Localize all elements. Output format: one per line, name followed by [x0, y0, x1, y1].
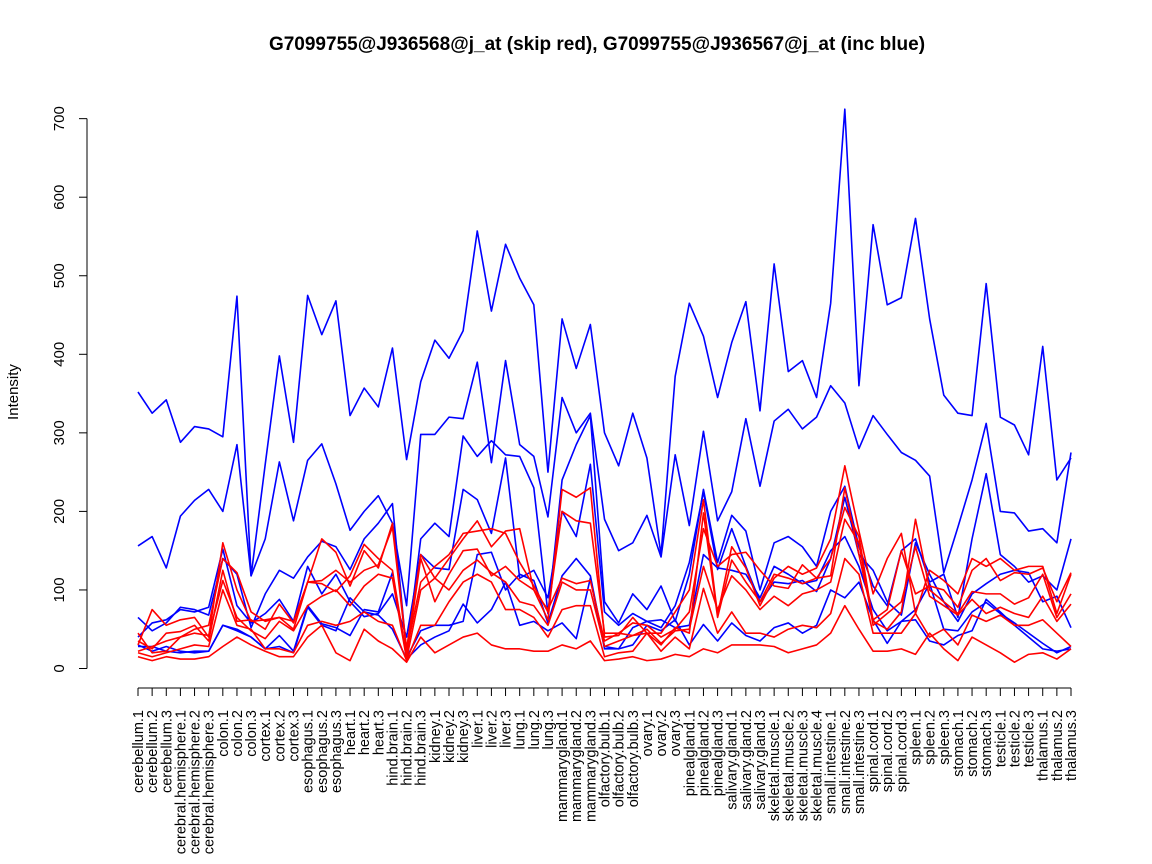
- x-tick-label: testicle.2: [1007, 710, 1023, 767]
- x-tick-label: colon.1: [216, 710, 232, 757]
- x-tick-label: esophagus.3: [329, 710, 345, 793]
- x-tick-label: liver.2: [484, 710, 500, 748]
- x-tick-label: stomach.3: [979, 710, 995, 777]
- x-tick-label: mammarygland.1: [555, 710, 571, 822]
- x-tick-label: hind.brain.2: [400, 710, 416, 786]
- x-tick-label: lung.3: [541, 710, 557, 750]
- x-tick-label: cortex.1: [258, 710, 274, 762]
- skip-series-line-9: [137, 518, 1072, 660]
- x-tick-label: esophagus.1: [301, 710, 317, 793]
- y-tick-label: 500: [51, 263, 68, 288]
- x-tick-label: salivary.gland.3: [753, 710, 769, 810]
- x-tick-label: hind.brain.1: [385, 710, 401, 786]
- x-tick-label: skeletal.muscle.4: [810, 710, 826, 821]
- x-tick-label: heart.1: [343, 710, 359, 755]
- y-tick-label: 0: [51, 664, 68, 672]
- x-tick-label: testicle.3: [1022, 710, 1038, 767]
- x-tick-label: hind.brain.3: [414, 710, 430, 786]
- x-tick-label: kidney.1: [428, 710, 444, 763]
- x-tick-label: heart.3: [371, 710, 387, 755]
- x-tick-label: spleen.3: [937, 710, 953, 765]
- inc-series-line-1: [137, 359, 1072, 607]
- x-tick-label: salivary.gland.1: [725, 710, 741, 810]
- x-tick-label: spleen.1: [909, 710, 925, 765]
- skip-series-line-7: [137, 487, 1072, 653]
- x-tick-label: small.intestine.1: [824, 710, 840, 814]
- x-tick-label: esophagus.2: [315, 710, 331, 793]
- skip-series-line-10: [137, 557, 1072, 662]
- x-tick-label: cerebellum.2: [145, 710, 161, 793]
- x-tick-label: pinealgland.2: [696, 710, 712, 796]
- x-tick-label: heart.2: [357, 710, 373, 755]
- x-tick-label: ovary.1: [640, 710, 656, 756]
- x-tick-label: skeletal.muscle.2: [781, 710, 797, 821]
- x-tick-label: cerebral.hemisphere.3: [202, 710, 218, 854]
- x-tick-label: mammarygland.3: [583, 710, 599, 822]
- x-tick-label: ovary.2: [654, 710, 670, 756]
- x-tick-label: lung.2: [527, 710, 543, 750]
- x-tick-label: small.intestine.3: [852, 710, 868, 814]
- x-tick-label: spinal.cord.3: [894, 710, 910, 792]
- x-tick-label: spleen.2: [923, 710, 939, 765]
- x-tick-label: cerebellum.1: [131, 710, 147, 793]
- x-tick-label: colon.2: [230, 710, 246, 757]
- skip-series-line-11: [137, 604, 1072, 664]
- x-tick-label: colon.3: [244, 710, 260, 757]
- x-tick-label: salivary.gland.2: [739, 710, 755, 810]
- x-tick-label: stomach.2: [965, 710, 981, 777]
- y-tick-label: 700: [51, 106, 68, 131]
- x-tick-label: spinal.cord.1: [866, 710, 882, 792]
- y-axis-title: Intensity: [5, 364, 22, 420]
- x-tick-label: olfactory.bulb.3: [626, 710, 642, 807]
- x-tick-label: stomach.1: [951, 710, 967, 777]
- x-tick-label: lung.1: [513, 710, 529, 750]
- x-tick-label: thalamus.3: [1064, 710, 1080, 781]
- x-tick-label: olfactory.bulb.2: [612, 710, 628, 807]
- x-tick-label: skeletal.muscle.3: [795, 710, 811, 821]
- y-axis: 0 100 200 300 400 500 600 700: [51, 106, 88, 673]
- x-tick-label: testicle.1: [993, 710, 1009, 767]
- inc-series-line-2: [137, 414, 1072, 654]
- x-tick-label: cerebellum.3: [159, 710, 175, 793]
- y-tick-label: 600: [51, 185, 68, 210]
- y-tick-label: 100: [51, 577, 68, 602]
- x-tick-label: pinealgland.1: [682, 710, 698, 796]
- x-tick-label: kidney.3: [456, 710, 472, 763]
- x-tick-label: olfactory.bulb.1: [598, 710, 614, 807]
- inc-series-line-0: [137, 108, 1072, 577]
- x-tick-label: thalamus.2: [1050, 710, 1066, 781]
- x-tick-label: ovary.3: [668, 710, 684, 756]
- skip-series-line-8: [137, 506, 1072, 658]
- x-tick-label: skeletal.muscle.1: [767, 710, 783, 821]
- x-tick-label: cerebral.hemisphere.2: [188, 710, 204, 854]
- x-tick-label: cortex.2: [272, 710, 288, 762]
- x-tick-label: mammarygland.2: [569, 710, 585, 822]
- x-axis: cerebellum.1cerebellum.2cerebellum.3cere…: [131, 687, 1080, 854]
- x-tick-label: liver.1: [470, 710, 486, 748]
- x-tick-label: kidney.2: [442, 710, 458, 763]
- y-tick-label: 400: [51, 342, 68, 367]
- x-tick-label: thalamus.1: [1036, 710, 1052, 781]
- y-tick-label: 200: [51, 499, 68, 524]
- x-tick-label: cerebral.hemisphere.1: [173, 710, 189, 854]
- x-tick-label: pinealgland.3: [711, 710, 727, 796]
- x-tick-label: spinal.cord.2: [880, 710, 896, 792]
- x-tick-label: cortex.3: [287, 710, 303, 762]
- chart-title: G7099755@J936568@j_at (skip red), G70997…: [269, 34, 925, 55]
- x-tick-label: liver.3: [499, 710, 515, 748]
- series-layer: [137, 108, 1072, 664]
- y-tick-label: 300: [51, 420, 68, 445]
- x-tick-label: small.intestine.2: [838, 710, 854, 814]
